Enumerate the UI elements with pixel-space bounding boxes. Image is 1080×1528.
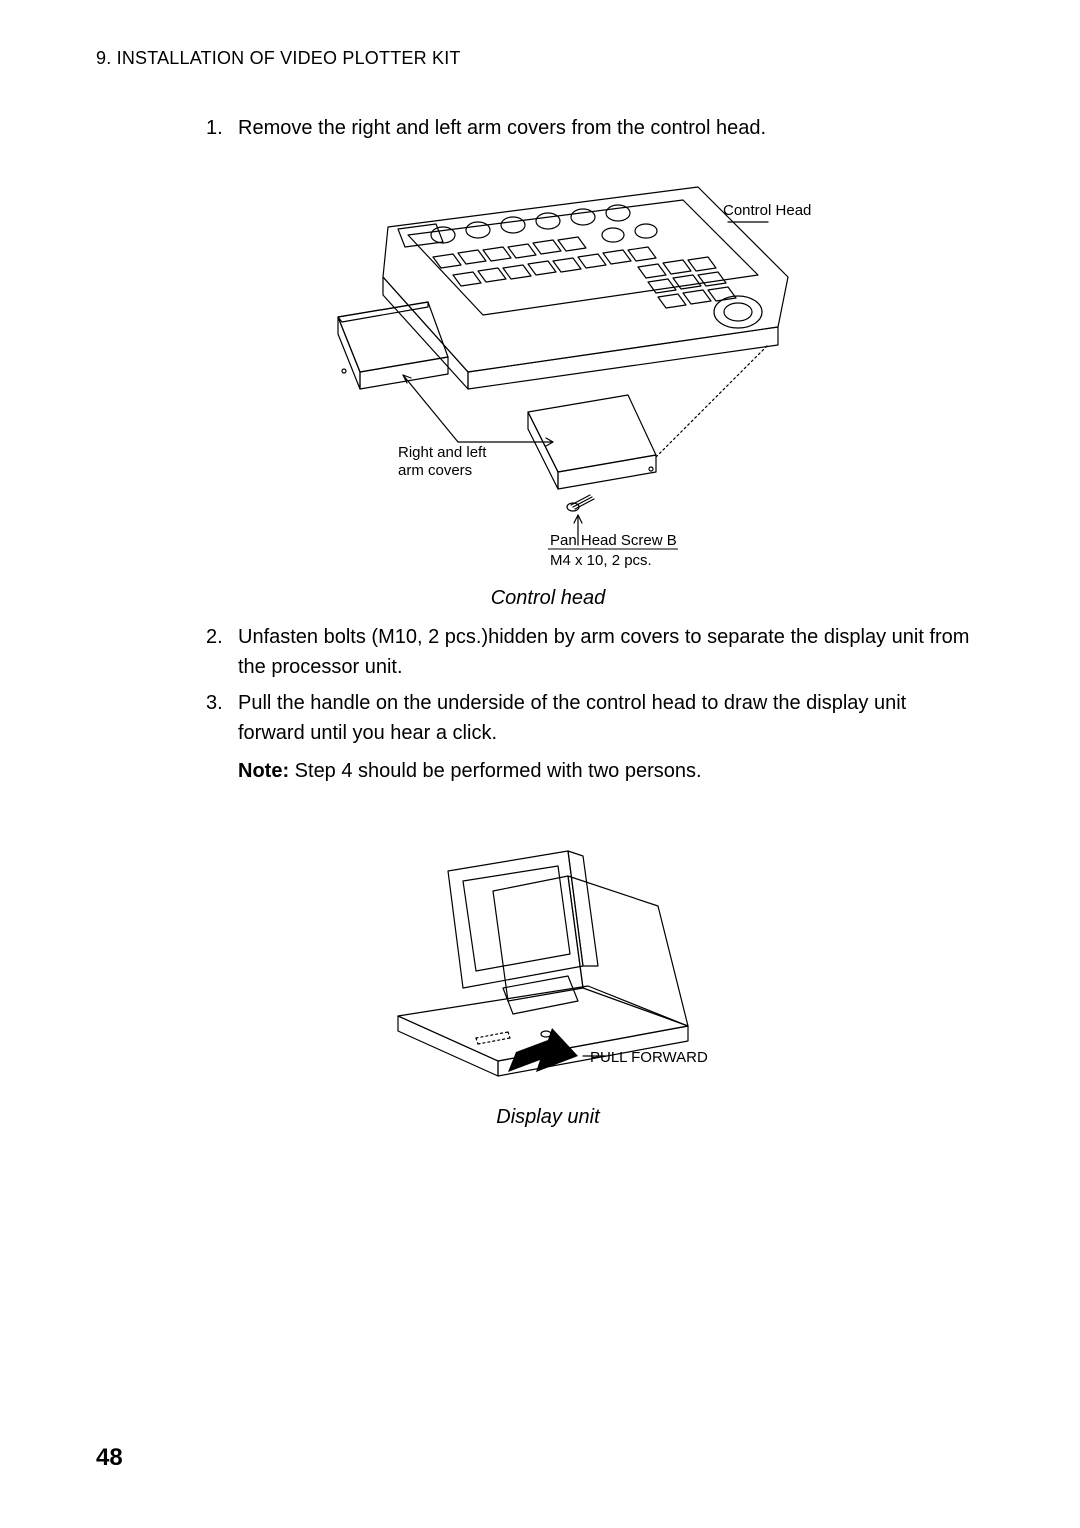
note-label: Note: (238, 760, 289, 782)
label-arm-covers-l2: arm covers (398, 462, 472, 479)
control-head-diagram: Control Head Right and left arm covers P… (268, 157, 828, 577)
section-header: 9. INSTALLATION OF VIDEO PLOTTER KIT (96, 48, 1000, 69)
label-screw-l2: M4 x 10, 2 pcs. (550, 552, 652, 569)
step-2: 2. Unfasten bolts (M10, 2 pcs.)hidden by… (206, 622, 970, 682)
figure1-caption: Control head (96, 587, 1000, 610)
note-text: Step 4 should be performed with two pers… (289, 760, 701, 782)
figure2-caption: Display unit (96, 1106, 1000, 1129)
step-list: 1. Remove the right and left arm covers … (206, 113, 970, 143)
page-number: 48 (96, 1444, 123, 1472)
step-text: Remove the right and left arm covers fro… (238, 113, 970, 143)
step-text: Pull the handle on the underside of the … (238, 688, 970, 748)
step-number: 1. (206, 113, 238, 143)
step-number: 3. (206, 688, 238, 748)
figure-control-head: Control Head Right and left arm covers P… (96, 157, 1000, 577)
step-text: Unfasten bolts (M10, 2 pcs.)hidden by ar… (238, 622, 970, 682)
label-pull-forward: PULL FORWARD (590, 1049, 708, 1066)
step-3: 3. Pull the handle on the underside of t… (206, 688, 970, 748)
label-arm-covers-l1: Right and left (398, 444, 487, 461)
display-unit-diagram: PULL FORWARD (358, 816, 738, 1096)
label-screw-l1: Pan Head Screw B (550, 532, 677, 549)
step-list-2: 2. Unfasten bolts (M10, 2 pcs.)hidden by… (206, 622, 970, 748)
figure-display-unit: PULL FORWARD (96, 816, 1000, 1096)
step-number: 2. (206, 622, 238, 682)
page: 9. INSTALLATION OF VIDEO PLOTTER KIT 1. … (0, 0, 1080, 1528)
label-control-head: Control Head (723, 202, 811, 219)
step-1: 1. Remove the right and left arm covers … (206, 113, 970, 143)
note: Note: Step 4 should be performed with tw… (238, 756, 970, 786)
